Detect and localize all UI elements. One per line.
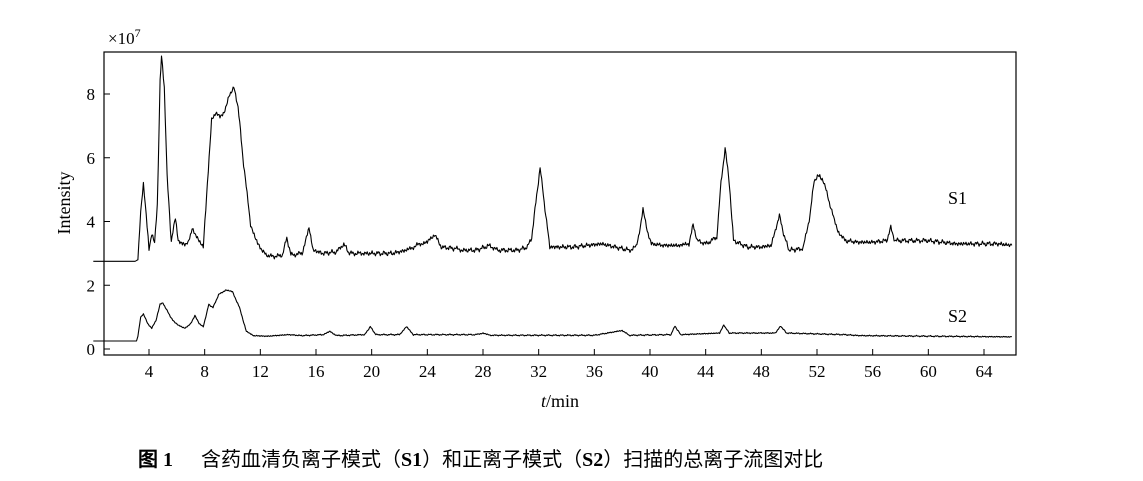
series-label-s1: S1 [948, 188, 967, 208]
y-tick-label: 8 [87, 85, 96, 104]
figure-number: 图 1 [138, 449, 173, 471]
x-axis: 4 8 12 16 20 24 28 32 36 40 44 48 52 56 60 64 [145, 349, 993, 381]
series-line-s1 [93, 55, 1013, 262]
x-tick-label: 36 [586, 362, 603, 381]
x-tick-label: 56 [864, 362, 881, 381]
x-tick-label: 60 [920, 362, 937, 381]
y-tick-label: 0 [87, 340, 96, 359]
x-tick-label: 4 [145, 362, 154, 381]
y-axis-title: Intensity [54, 172, 74, 235]
x-tick-label: 20 [363, 362, 380, 381]
series-group [93, 55, 1013, 342]
x-tick-label: 52 [809, 362, 826, 381]
x-tick-label: 8 [200, 362, 209, 381]
caption-s1: S1 [401, 449, 423, 471]
caption-part-b: ）和正离子模式（ [422, 447, 583, 471]
plot-frame [103, 51, 1017, 356]
figure-caption: 图 1 含药血清负离子模式（S1）和正离子模式（S2）扫描的总离子流图对比 [138, 443, 823, 472]
y-multiplier: ×107 [108, 26, 141, 48]
x-tick-label: 44 [697, 362, 715, 381]
caption-s2: S2 [582, 449, 604, 471]
x-tick-label: 32 [530, 362, 547, 381]
x-tick-label: 28 [475, 362, 492, 381]
x-tick-label: 16 [308, 362, 325, 381]
y-tick-label: 4 [87, 213, 96, 232]
x-tick-label: 40 [642, 362, 659, 381]
series-label-s2: S2 [948, 306, 967, 326]
y-tick-label: 2 [87, 276, 96, 295]
y-axis: 0 2 4 6 8 [87, 85, 110, 359]
x-tick-label: 12 [252, 362, 269, 381]
x-axis-title: t/min [541, 391, 579, 411]
caption-part-a: 含药血清负离子模式（ [201, 447, 401, 471]
y-tick-label: 6 [87, 149, 96, 168]
x-tick-label: 64 [976, 362, 994, 381]
series-line-s2 [93, 289, 1013, 342]
x-tick-label: 24 [419, 362, 437, 381]
x-tick-label: 48 [753, 362, 770, 381]
caption-part-c: ）扫描的总离子流图对比 [603, 447, 824, 471]
